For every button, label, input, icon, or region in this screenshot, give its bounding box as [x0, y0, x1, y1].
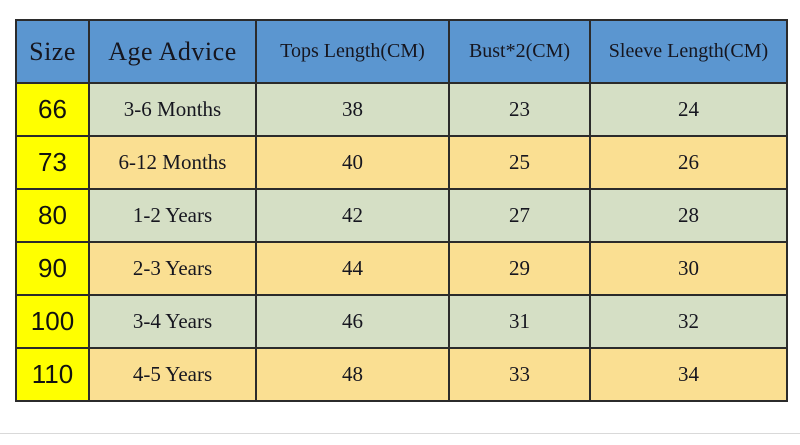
age-cell: 6-12 Months	[88, 135, 257, 190]
size-cell: 90	[15, 241, 90, 296]
header-bust: Bust*2(CM)	[448, 19, 591, 84]
size-chart-table: Size Age Advice Tops Length(CM) Bust*2(C…	[15, 19, 788, 402]
sleeve-cell: 24	[589, 82, 788, 137]
table-row-size-66: 66 3-6 Months 38 23 24	[15, 82, 788, 137]
size-cell: 73	[15, 135, 90, 190]
tops-cell: 46	[255, 294, 450, 349]
size-cell: 66	[15, 82, 90, 137]
bust-cell: 25	[448, 135, 591, 190]
size-cell: 110	[15, 347, 90, 402]
age-cell: 2-3 Years	[88, 241, 257, 296]
table-row-size-100: 100 3-4 Years 46 31 32	[15, 294, 788, 349]
size-cell: 100	[15, 294, 90, 349]
tops-cell: 48	[255, 347, 450, 402]
tops-cell: 42	[255, 188, 450, 243]
bust-cell: 27	[448, 188, 591, 243]
header-tops-length: Tops Length(CM)	[255, 19, 450, 84]
sleeve-cell: 26	[589, 135, 788, 190]
sleeve-cell: 30	[589, 241, 788, 296]
tops-cell: 44	[255, 241, 450, 296]
size-cell: 80	[15, 188, 90, 243]
header-row: Size Age Advice Tops Length(CM) Bust*2(C…	[15, 19, 788, 84]
page-edge-divider	[0, 433, 800, 434]
bust-cell: 31	[448, 294, 591, 349]
sleeve-cell: 28	[589, 188, 788, 243]
table-row-size-110: 110 4-5 Years 48 33 34	[15, 347, 788, 402]
tops-cell: 40	[255, 135, 450, 190]
table-row-size-90: 90 2-3 Years 44 29 30	[15, 241, 788, 296]
sleeve-cell: 32	[589, 294, 788, 349]
table-row-size-73: 73 6-12 Months 40 25 26	[15, 135, 788, 190]
header-age-advice: Age Advice	[88, 19, 257, 84]
age-cell: 4-5 Years	[88, 347, 257, 402]
tops-cell: 38	[255, 82, 450, 137]
age-cell: 3-4 Years	[88, 294, 257, 349]
table-row-size-80: 80 1-2 Years 42 27 28	[15, 188, 788, 243]
bust-cell: 33	[448, 347, 591, 402]
age-cell: 1-2 Years	[88, 188, 257, 243]
sleeve-cell: 34	[589, 347, 788, 402]
bust-cell: 29	[448, 241, 591, 296]
header-size: Size	[15, 19, 90, 84]
bust-cell: 23	[448, 82, 591, 137]
age-cell: 3-6 Months	[88, 82, 257, 137]
header-sleeve-length: Sleeve Length(CM)	[589, 19, 788, 84]
